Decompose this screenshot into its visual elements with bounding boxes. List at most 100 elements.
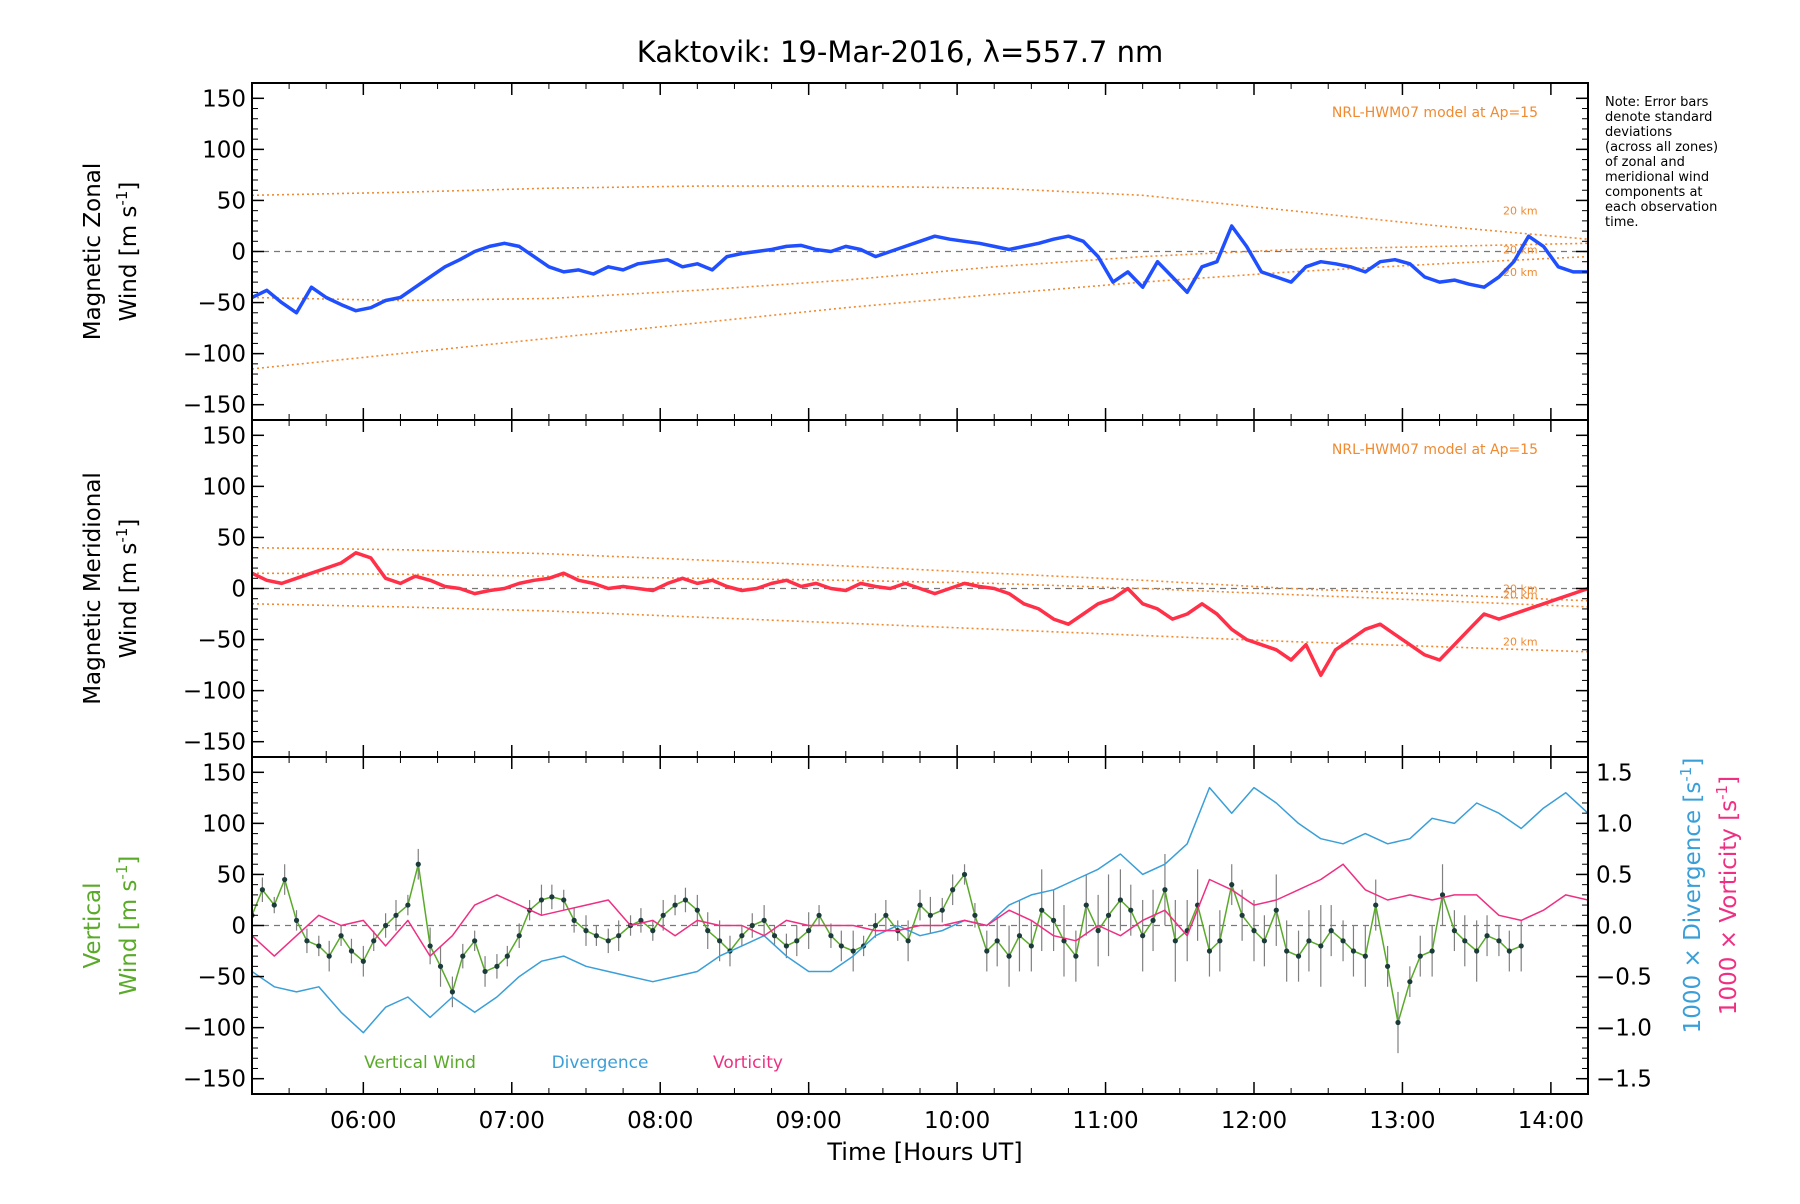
data-point xyxy=(415,861,421,867)
y-tick-label: −100 xyxy=(183,342,246,368)
data-point xyxy=(1117,897,1123,903)
data-point xyxy=(694,907,700,913)
data-point xyxy=(1407,979,1413,985)
data-point xyxy=(1318,943,1324,949)
right-y-tick-label: −0.5 xyxy=(1596,965,1652,991)
y-tick-label: 100 xyxy=(202,474,246,500)
note-line: of zonal and xyxy=(1605,155,1685,170)
data-point xyxy=(672,902,678,908)
note-line: meridional wind xyxy=(1605,170,1709,185)
data-point xyxy=(1563,0,1568,3)
data-point xyxy=(1306,938,1312,944)
data-point xyxy=(1028,943,1034,949)
data-point xyxy=(1083,902,1089,908)
data-point xyxy=(1551,0,1556,3)
data-point xyxy=(1206,948,1213,954)
data-point xyxy=(972,912,978,918)
data-point xyxy=(304,938,310,944)
data-point xyxy=(383,922,389,929)
y-tick-label: −150 xyxy=(183,730,246,756)
y-tick-label: −150 xyxy=(183,393,246,419)
data-point xyxy=(739,933,745,939)
data-point xyxy=(449,989,455,995)
data-point xyxy=(749,922,755,929)
data-point xyxy=(872,922,879,929)
data-point xyxy=(437,963,444,969)
data-point xyxy=(271,902,277,908)
data-point xyxy=(1373,902,1379,908)
x-tick-label: 10:00 xyxy=(924,1108,990,1134)
right-y-tick-label: 1.0 xyxy=(1596,811,1633,837)
data-point xyxy=(717,938,723,944)
data-point xyxy=(705,928,711,934)
data-point xyxy=(650,928,656,934)
data-point xyxy=(1051,917,1057,923)
data-point xyxy=(616,933,622,939)
note-line: (across all zones) xyxy=(1605,140,1718,155)
data-point xyxy=(1150,917,1156,923)
data-point xyxy=(961,871,968,878)
data-point xyxy=(316,943,322,949)
y-tick-label: −50 xyxy=(197,291,246,317)
y-axis-label-line2: Wind [m s-1] xyxy=(113,182,142,322)
data-point xyxy=(1328,928,1334,934)
x-tick-label: 11:00 xyxy=(1072,1108,1138,1134)
x-tick-label: 06:00 xyxy=(330,1108,396,1134)
data-point xyxy=(1496,938,1502,944)
data-point xyxy=(338,933,344,939)
data-point xyxy=(1172,938,1178,944)
x-tick-label: 08:00 xyxy=(627,1108,693,1134)
right-axis-label-vorticity: 1000 × Vorticity [s-1] xyxy=(1713,776,1742,1015)
model-level-label: 20 km xyxy=(1503,583,1538,596)
y-axis-label-line1: Vertical xyxy=(80,882,106,968)
y-tick-label: −50 xyxy=(197,965,246,991)
data-point xyxy=(1095,928,1101,934)
data-point xyxy=(538,897,545,903)
data-point xyxy=(1362,953,1368,959)
data-point xyxy=(1484,933,1490,939)
data-point xyxy=(1217,938,1223,944)
note-line: components at xyxy=(1605,185,1703,200)
data-point xyxy=(427,943,433,949)
data-point xyxy=(939,907,945,913)
right-axis-label-divergence: 1000 × Divergence [s-1] xyxy=(1677,758,1706,1034)
note-line: denote standard xyxy=(1605,110,1712,125)
model-level-label: 20 km xyxy=(1503,266,1538,279)
model-line xyxy=(252,255,1588,370)
y-tick-label: −150 xyxy=(183,1067,246,1093)
data-point xyxy=(794,938,800,944)
data-point xyxy=(905,938,911,944)
y-tick-label: 50 xyxy=(217,188,246,214)
data-point xyxy=(583,928,589,934)
data-point xyxy=(1140,933,1146,939)
data-point xyxy=(816,912,822,918)
data-point xyxy=(516,933,522,939)
x-tick-label: 09:00 xyxy=(776,1108,842,1134)
y-tick-label: 150 xyxy=(202,760,246,786)
data-point xyxy=(593,933,599,939)
y-tick-label: 0 xyxy=(231,914,246,940)
data-point xyxy=(1128,907,1134,913)
data-point xyxy=(1105,912,1112,918)
data-point xyxy=(1350,948,1357,954)
data-point xyxy=(549,894,555,900)
model-line xyxy=(252,242,1588,302)
data-point xyxy=(917,902,923,908)
model-line xyxy=(252,185,1588,240)
data-point xyxy=(1506,948,1512,954)
y-tick-label: 0 xyxy=(231,240,246,266)
data-point xyxy=(1251,928,1257,934)
model-level-label: 20 km xyxy=(1503,205,1538,218)
legend-vorticity: Vorticity xyxy=(713,1053,783,1073)
data-point xyxy=(806,928,812,934)
data-point xyxy=(771,933,778,939)
x-tick-label: 13:00 xyxy=(1369,1108,1435,1134)
y-axis-label-line1: Magnetic Meridional xyxy=(80,472,106,705)
y-tick-label: −100 xyxy=(183,679,246,705)
